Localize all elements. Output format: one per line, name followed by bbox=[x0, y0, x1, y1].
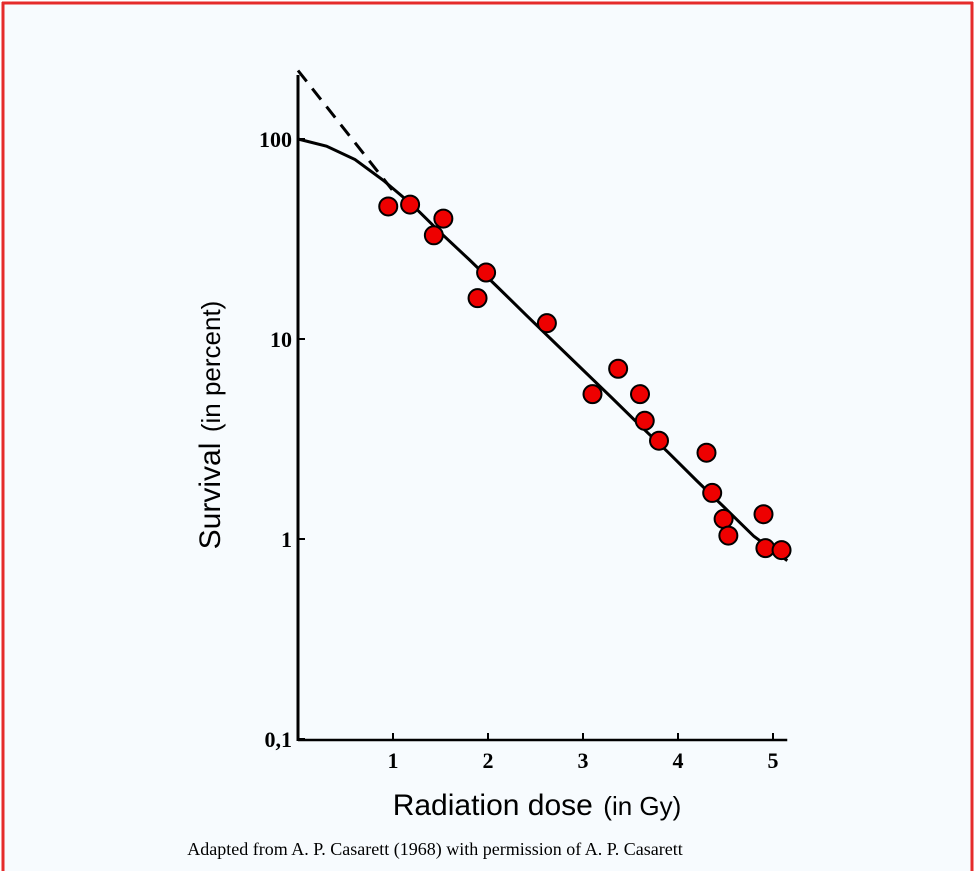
data-point-6 bbox=[536, 313, 557, 334]
y-tick-label-2: 10 bbox=[270, 327, 292, 352]
data-point-17 bbox=[755, 538, 776, 559]
y-tick-label-0: 0,1 bbox=[265, 727, 293, 752]
x-tick-label-3: 3 bbox=[578, 748, 589, 773]
extrapolation-dashed-line bbox=[296, 69, 395, 192]
data-point-9 bbox=[630, 384, 650, 405]
data-point-4 bbox=[467, 288, 488, 309]
x-tick-label-1: 1 bbox=[388, 748, 399, 773]
data-points bbox=[378, 194, 792, 561]
data-point-7 bbox=[582, 384, 603, 405]
x-axis-title-main: Radiation dose bbox=[393, 789, 593, 822]
y-tick-label-3: 100 bbox=[259, 127, 292, 152]
data-point-16 bbox=[753, 504, 774, 525]
y-axis-title-unit: (in percent) bbox=[196, 301, 226, 433]
data-point-10 bbox=[634, 410, 655, 431]
x-axis-title: Radiation dose (in Gy) bbox=[393, 789, 682, 822]
x-tick-label-2: 2 bbox=[483, 748, 494, 773]
data-point-13 bbox=[702, 482, 723, 503]
x-tick-label-5: 5 bbox=[768, 748, 779, 773]
y-tick-label-1: 1 bbox=[281, 527, 292, 552]
data-point-2 bbox=[423, 225, 444, 246]
data-point-11 bbox=[649, 430, 669, 451]
data-point-18 bbox=[771, 540, 792, 561]
source-credit: Adapted from A. P. Casarett (1968) with … bbox=[187, 839, 682, 860]
axes bbox=[296, 75, 788, 742]
data-point-5 bbox=[476, 262, 497, 283]
data-point-12 bbox=[696, 442, 717, 463]
x-axis-title-unit: (in Gy) bbox=[603, 791, 681, 821]
y-axis-title-main: Survival bbox=[194, 443, 227, 550]
y-axis-title: Survival (in percent) bbox=[194, 301, 227, 550]
data-point-0 bbox=[378, 196, 399, 217]
x-tick-label-4: 4 bbox=[673, 748, 684, 773]
data-point-8 bbox=[608, 358, 629, 379]
data-point-3 bbox=[433, 208, 454, 229]
data-point-14 bbox=[713, 508, 734, 529]
data-point-15 bbox=[718, 525, 739, 546]
data-point-1 bbox=[400, 194, 421, 215]
